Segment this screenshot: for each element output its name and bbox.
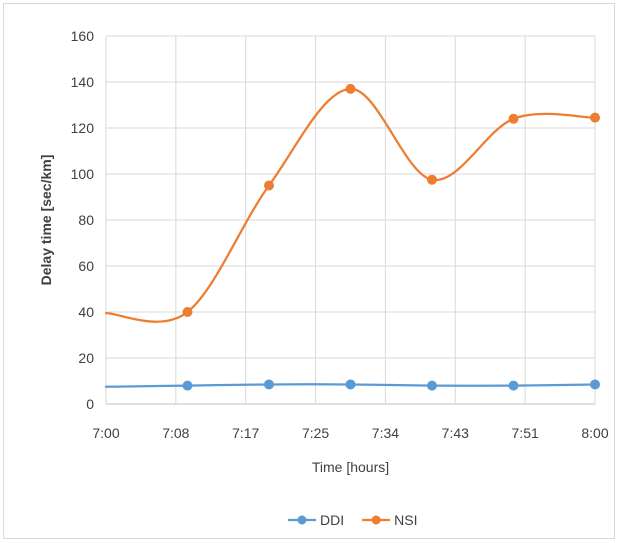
x-axis-title: Time [hours]: [312, 459, 389, 475]
legend-marker-nsi: [371, 515, 381, 525]
y-axis-title: Delay time [sec/km]: [38, 155, 54, 286]
x-axis-ticks: 7:00 7:08 7:17 7:25 7:34 7:43 7:51 8:00: [92, 425, 608, 441]
data-point-ddi: [508, 380, 519, 391]
data-point-nsi: [427, 174, 437, 185]
data-point-nsi: [590, 112, 600, 123]
y-tick-label: 80: [78, 212, 94, 228]
x-tick-label: 7:17: [232, 425, 259, 441]
y-tick-label: 140: [71, 74, 95, 90]
data-point-nsi: [345, 83, 356, 94]
chart-frame: [3, 3, 615, 539]
data-point-ddi: [182, 380, 193, 391]
legend: DDI NSI: [288, 512, 417, 528]
legend-label-nsi: NSI: [394, 512, 417, 528]
x-tick-label: 7:34: [372, 425, 399, 441]
y-axis-ticks: 0 20 40 60 80 100 120 140 160: [71, 28, 95, 412]
x-tick-label: 7:08: [162, 425, 189, 441]
data-point-ddi: [427, 380, 437, 391]
legend-label-ddi: DDI: [320, 512, 344, 528]
y-tick-label: 0: [86, 396, 94, 412]
y-tick-label: 160: [71, 28, 95, 44]
series-line-nsi: [104, 87, 597, 323]
y-tick-label: 60: [78, 258, 94, 274]
data-point-ddi: [345, 379, 356, 390]
y-tick-label: 120: [71, 120, 95, 136]
y-tick-label: 20: [78, 350, 94, 366]
data-point-nsi: [182, 307, 193, 317]
gridlines: [105, 35, 596, 405]
x-tick-label: 7:00: [92, 425, 119, 441]
series-lines: [104, 87, 597, 388]
data-point-nsi: [264, 180, 274, 191]
x-tick-label: 7:51: [512, 425, 539, 441]
legend-marker-ddi: [297, 515, 307, 525]
x-tick-label: 7:25: [302, 425, 329, 441]
x-tick-label: 7:43: [442, 425, 469, 441]
y-tick-label: 40: [78, 304, 94, 320]
data-point-nsi: [508, 113, 519, 124]
series-markers: [182, 83, 600, 391]
data-point-ddi: [264, 379, 274, 390]
data-point-ddi: [590, 379, 600, 390]
y-tick-label: 100: [71, 166, 95, 182]
x-tick-label: 8:00: [581, 425, 608, 441]
